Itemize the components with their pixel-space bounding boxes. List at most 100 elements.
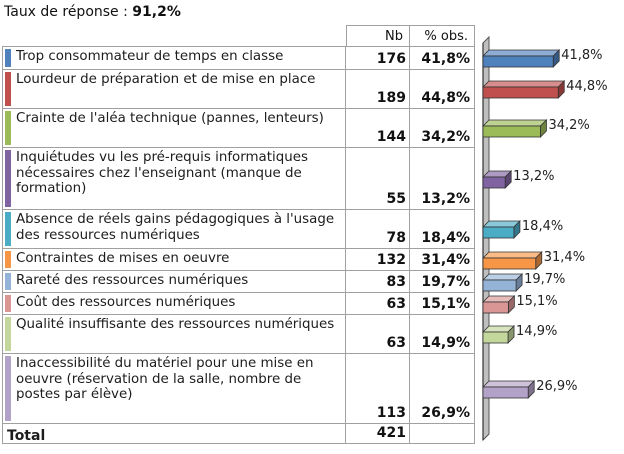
row-pct-obs: 26,9% (410, 354, 475, 423)
bar-group: 31,4% (482, 250, 585, 270)
table-row: Absence de réels gains pédagogiques à l'… (2, 210, 475, 249)
row-color-swatch (5, 295, 11, 312)
row-pct-obs: 15,1% (410, 293, 475, 314)
bar-group: 34,2% (482, 118, 590, 138)
header-nb: Nb (346, 25, 410, 47)
bar-chart-svg: 41,8% 44,8% 34,2% 13,2% 18,4% 31,4% 19,7% 15,1%… (482, 35, 608, 442)
response-rate-value: 91,2% (132, 4, 181, 20)
row-pct-obs: 19,7% (410, 271, 475, 292)
bar-group: 44,8% (482, 79, 608, 99)
bar (482, 226, 515, 239)
row-label-text: Trop consommateur de temps en classe (16, 49, 284, 64)
response-rate-label: Taux de réponse : (4, 4, 128, 20)
bar (482, 257, 537, 270)
row-label: Absence de réels gains pédagogiques à l'… (2, 210, 346, 248)
bar-group: 15,1% (482, 294, 558, 314)
row-label-text: Lourdeur de préparation et de mise en pl… (16, 72, 316, 87)
table-row: Lourdeur de préparation et de mise en pl… (2, 70, 475, 109)
row-color-swatch (5, 150, 11, 207)
row-label: Trop consommateur de temps en classe (2, 47, 346, 69)
row-pct-obs: 44,8% (410, 70, 475, 108)
row-pct-obs: 13,2% (410, 148, 475, 209)
bar-value-label: 31,4% (544, 250, 585, 265)
bar-value-label: 44,8% (566, 79, 607, 94)
row-label: Contraintes de mises en oeuvre (2, 249, 346, 270)
bar (482, 176, 506, 189)
row-label-text: Qualité insuffisante des ressources numé… (16, 317, 335, 332)
table-row: Qualité insuffisante des ressources numé… (2, 315, 475, 354)
bar-value-label: 26,9% (536, 379, 577, 394)
bar (482, 331, 509, 344)
row-nb: 63 (346, 315, 410, 353)
row-color-swatch (5, 317, 11, 351)
bar (482, 125, 541, 138)
table-row: Contraintes de mises en oeuvre 132 31,4% (2, 249, 475, 271)
bar-value-label: 41,8% (561, 48, 602, 63)
row-nb: 132 (346, 249, 410, 270)
row-pct-obs: 14,9% (410, 315, 475, 353)
bar-value-label: 18,4% (522, 219, 563, 234)
bar (482, 55, 554, 68)
row-nb: 63 (346, 293, 410, 314)
header-top-border (2, 46, 346, 47)
table-row: Rareté des ressources numériques 83 19,7% (2, 271, 475, 293)
bar-value-label: 34,2% (548, 118, 589, 133)
row-label-text: Inaccessibilité du matériel pour une mis… (16, 356, 314, 403)
table-row: Inaccessibilité du matériel pour une mis… (2, 354, 475, 424)
bar-top (482, 273, 524, 281)
row-nb: 144 (346, 109, 410, 147)
row-nb: 176 (346, 47, 410, 69)
bar (482, 279, 517, 292)
row-label-text: Contraintes de mises en oeuvre (16, 251, 230, 266)
row-label: Inaccessibilité du matériel pour une mis… (2, 354, 346, 423)
header-pct-obs: % obs. (410, 25, 475, 47)
total-pct (410, 424, 475, 443)
results-table: Nb % obs. Trop consommateur de temps en … (2, 25, 475, 444)
row-label-text: Rareté des ressources numériques (16, 273, 249, 288)
row-pct-obs: 41,8% (410, 47, 475, 69)
bar-group: 19,7% (482, 272, 565, 292)
bar-value-label: 13,2% (513, 169, 554, 184)
row-label: Rareté des ressources numériques (2, 271, 346, 292)
row-color-swatch (5, 49, 11, 67)
bar (482, 386, 529, 399)
row-nb: 113 (346, 354, 410, 423)
row-label-text: Absence de réels gains pédagogiques à l'… (16, 212, 335, 243)
row-label: Crainte de l'aléa technique (pannes, len… (2, 109, 346, 147)
row-pct-obs: 34,2% (410, 109, 475, 147)
response-rate: Taux de réponse : 91,2% (4, 2, 181, 22)
row-nb: 83 (346, 271, 410, 292)
row-color-swatch (5, 72, 11, 106)
bar-top (482, 251, 543, 259)
row-color-swatch (5, 251, 11, 268)
bar-group: 41,8% (482, 48, 603, 68)
table-row: Coût des ressources numériques 63 15,1% (2, 293, 475, 315)
row-label-text: Crainte de l'aléa technique (pannes, len… (16, 111, 324, 126)
row-color-swatch (5, 273, 11, 290)
row-color-swatch (5, 356, 11, 421)
table-row: Crainte de l'aléa technique (pannes, len… (2, 109, 475, 148)
row-nb: 55 (346, 148, 410, 209)
row-pct-obs: 18,4% (410, 210, 475, 248)
bar-top (482, 380, 536, 388)
table-row-total: Total 421 (2, 424, 475, 444)
bar-value-label: 19,7% (524, 272, 565, 287)
bar-group: 26,9% (482, 379, 578, 399)
bar-group: 18,4% (482, 219, 563, 239)
row-nb: 189 (346, 70, 410, 108)
row-label: Inquiétudes vu les pré-requis informatiq… (2, 148, 346, 209)
row-nb: 78 (346, 210, 410, 248)
bar-top (482, 49, 561, 57)
table-row: Inquiétudes vu les pré-requis informatiq… (2, 148, 475, 210)
row-label: Coût des ressources numériques (2, 293, 346, 314)
row-label: Qualité insuffisante des ressources numé… (2, 315, 346, 353)
bar-value-label: 14,9% (516, 324, 557, 339)
row-label-text: Coût des ressources numériques (16, 295, 236, 310)
bar-group: 13,2% (482, 169, 554, 189)
row-label-text: Inquiétudes vu les pré-requis informatiq… (16, 150, 308, 197)
row-label: Lourdeur de préparation et de mise en pl… (2, 70, 346, 108)
total-label: Total (2, 424, 346, 444)
bar-top (482, 119, 548, 127)
table-row: Trop consommateur de temps en classe 176 4… (2, 47, 475, 70)
bar-value-label: 15,1% (516, 294, 557, 309)
